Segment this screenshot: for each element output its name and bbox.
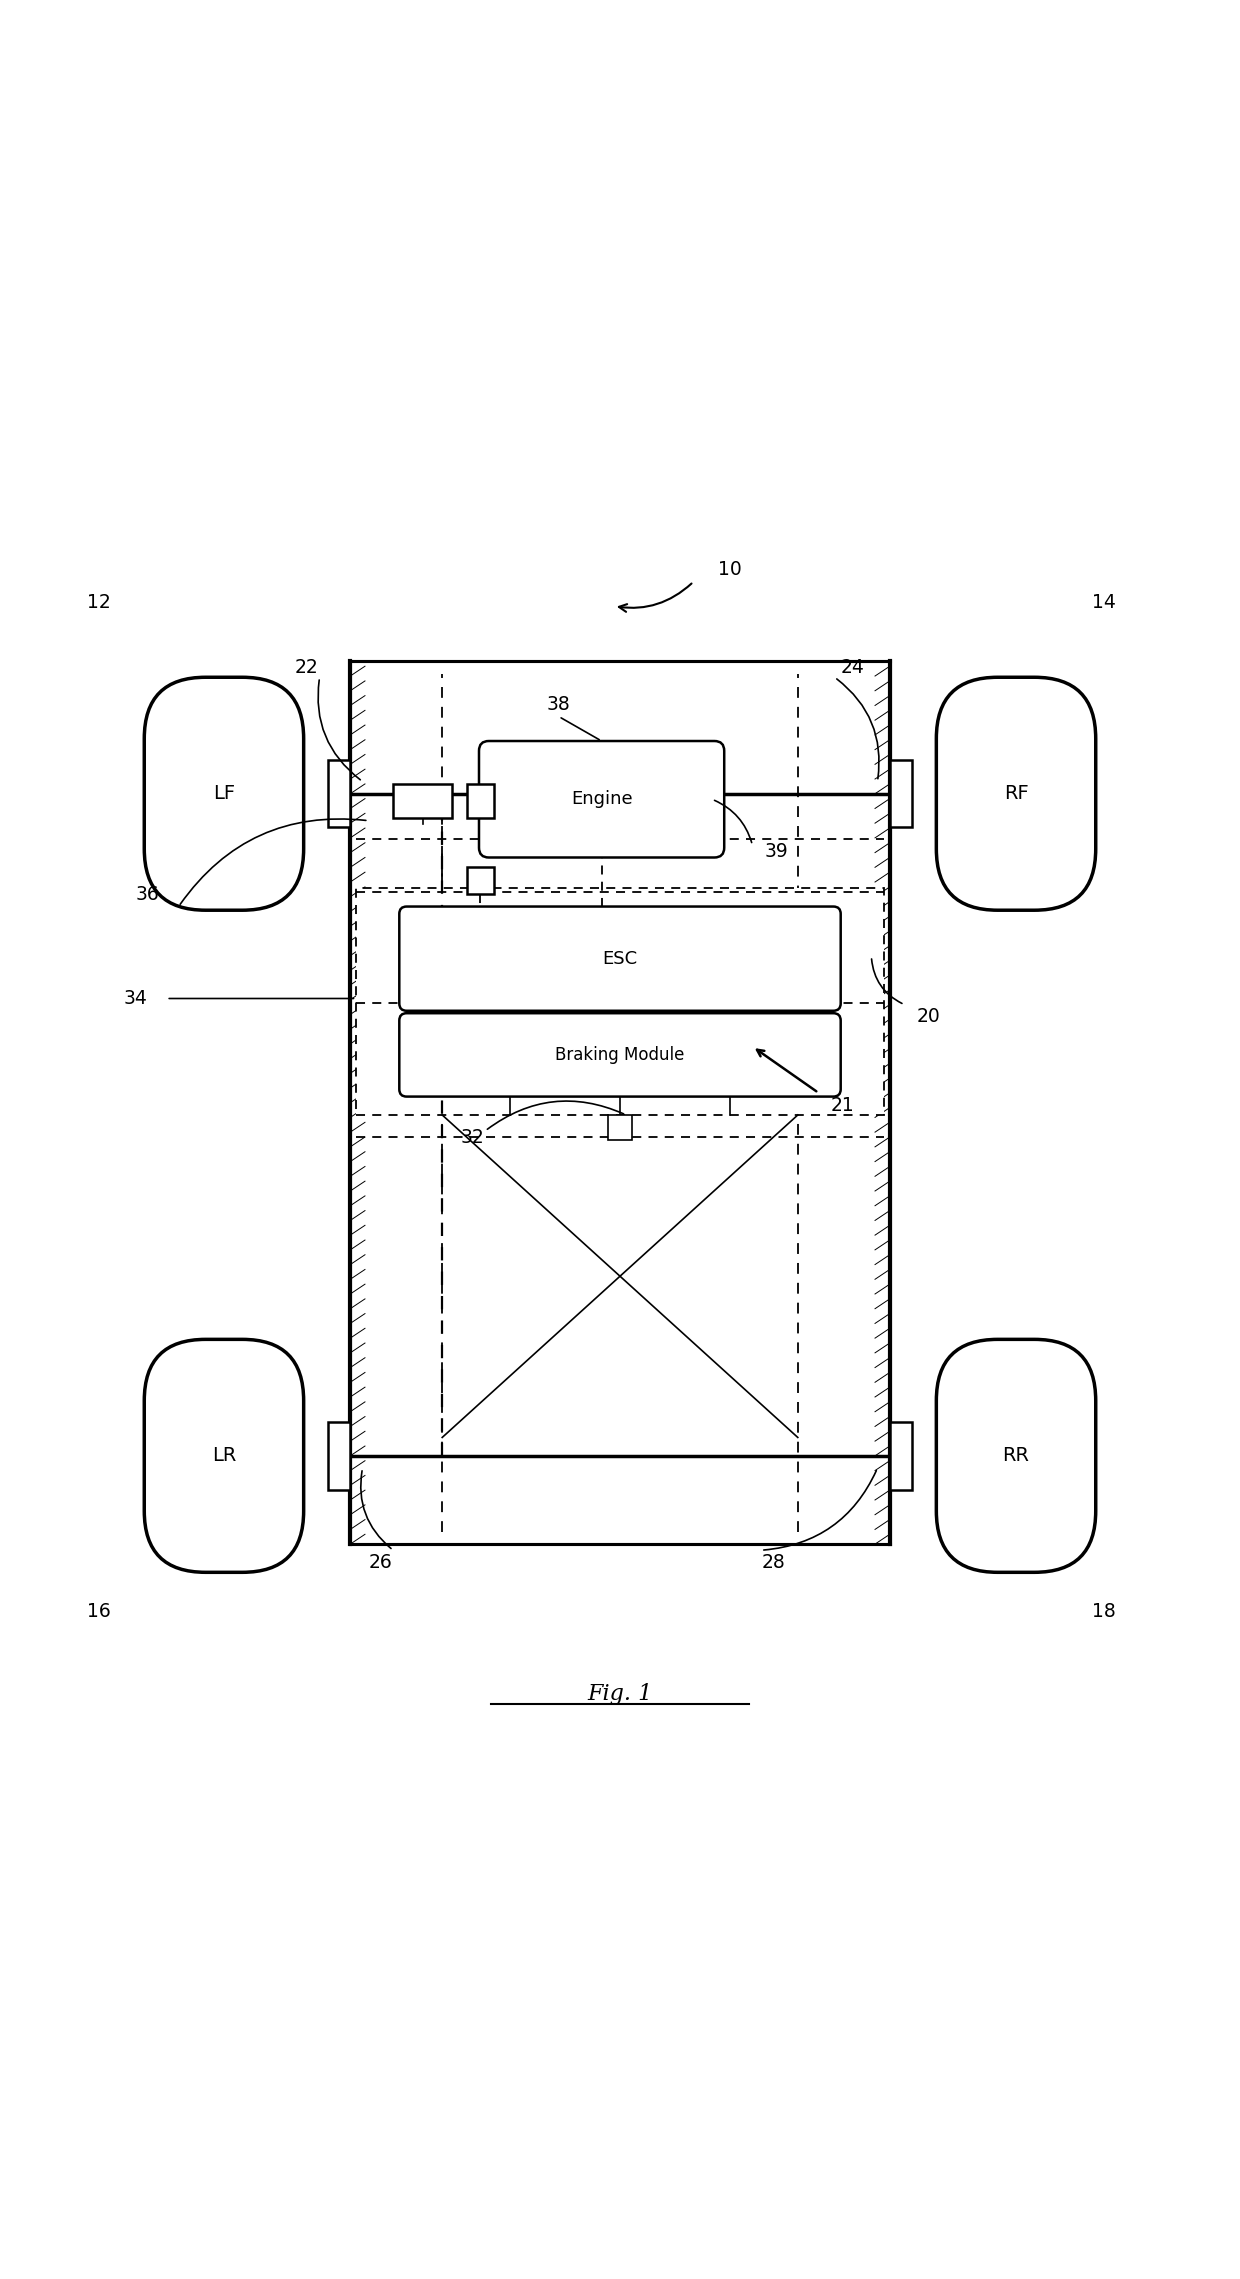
FancyArrowPatch shape — [837, 679, 879, 779]
Bar — [608, 1114, 632, 1140]
FancyArrowPatch shape — [872, 959, 901, 1003]
FancyArrowPatch shape — [562, 718, 599, 741]
Text: 12: 12 — [87, 593, 110, 613]
FancyArrowPatch shape — [361, 1470, 391, 1547]
Text: 26: 26 — [370, 1552, 393, 1573]
FancyArrowPatch shape — [487, 1101, 624, 1130]
Text: 18: 18 — [1092, 1602, 1116, 1620]
FancyBboxPatch shape — [144, 1340, 304, 1573]
Text: LF: LF — [213, 784, 236, 802]
Bar — [329, 759, 350, 827]
Text: 22: 22 — [295, 659, 319, 677]
Text: RR: RR — [1002, 1447, 1029, 1465]
Text: 14: 14 — [1092, 593, 1116, 613]
Bar — [329, 1422, 350, 1490]
Text: Fig. 1: Fig. 1 — [588, 1682, 652, 1705]
Text: 21: 21 — [831, 1096, 854, 1114]
Bar — [356, 889, 884, 1114]
Text: LR: LR — [212, 1447, 236, 1465]
FancyBboxPatch shape — [144, 677, 304, 909]
FancyBboxPatch shape — [399, 907, 841, 1012]
Text: Braking Module: Braking Module — [556, 1046, 684, 1064]
Text: 39: 39 — [765, 841, 789, 861]
Text: 34: 34 — [124, 989, 148, 1007]
Text: 24: 24 — [841, 659, 864, 677]
FancyBboxPatch shape — [936, 1340, 1096, 1573]
FancyArrowPatch shape — [764, 1470, 877, 1550]
Text: 16: 16 — [87, 1602, 110, 1620]
Text: 32: 32 — [460, 1128, 485, 1146]
FancyBboxPatch shape — [479, 741, 724, 857]
Text: 20: 20 — [916, 1007, 940, 1026]
Bar — [393, 784, 453, 818]
Text: 10: 10 — [718, 561, 742, 579]
FancyBboxPatch shape — [399, 1014, 841, 1096]
Text: ESC: ESC — [603, 950, 637, 969]
FancyArrowPatch shape — [714, 800, 751, 843]
Bar — [350, 661, 890, 1545]
Text: 28: 28 — [761, 1552, 785, 1573]
FancyArrowPatch shape — [180, 818, 366, 905]
Text: RF: RF — [1003, 784, 1028, 802]
FancyArrowPatch shape — [319, 679, 361, 779]
Bar — [890, 759, 911, 827]
FancyArrowPatch shape — [619, 583, 692, 611]
FancyBboxPatch shape — [936, 677, 1096, 909]
Text: Engine: Engine — [570, 791, 632, 809]
Text: 38: 38 — [547, 695, 570, 713]
FancyArrowPatch shape — [756, 1051, 816, 1092]
Bar — [466, 868, 494, 893]
Bar — [466, 784, 494, 818]
Text: 36: 36 — [135, 884, 160, 905]
Bar — [890, 1422, 911, 1490]
